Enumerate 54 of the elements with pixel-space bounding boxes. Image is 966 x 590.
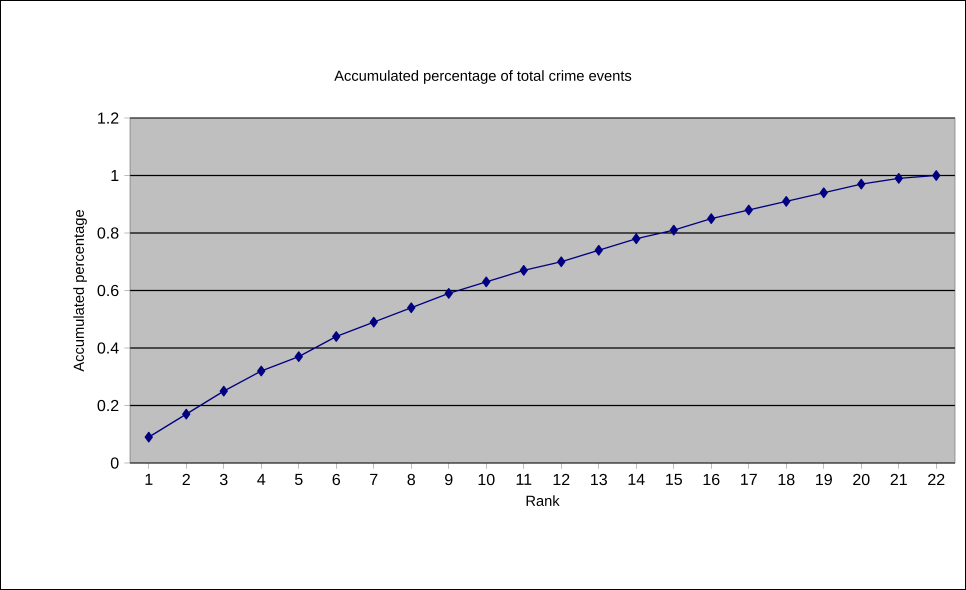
x-tick-label: 22 (928, 474, 944, 486)
x-tick-label: 4 (257, 474, 266, 485)
point (294, 351, 303, 362)
point (782, 196, 790, 207)
y-tick-label: 1.2 (98, 112, 118, 124)
x-tick-label: 21 (890, 474, 907, 486)
x-tick-label: 13 (591, 474, 607, 486)
point (670, 224, 678, 236)
point (220, 386, 228, 396)
x-tick-label: 3 (220, 474, 228, 486)
point (744, 204, 753, 216)
x-tick-label: 20 (853, 474, 870, 486)
point (182, 408, 190, 420)
x-tick-label: 16 (704, 474, 720, 486)
y-tick-label: 0.8 (98, 227, 118, 239)
y-tick-label: 1 (111, 170, 118, 181)
point (407, 302, 416, 314)
x-tick-label: 18 (778, 474, 794, 486)
point (707, 213, 716, 224)
y-tick-label: 0 (110, 457, 119, 469)
x-tick-label: 8 (408, 474, 416, 486)
point (332, 331, 340, 342)
point (520, 265, 528, 276)
x-tick-label: 12 (554, 474, 570, 486)
x-tick-label: 5 (294, 474, 303, 485)
y-axis-title: Accumulated percentage (73, 210, 87, 372)
point (820, 187, 828, 198)
point (370, 316, 378, 328)
point (557, 256, 566, 268)
x-tick-label: 15 (666, 474, 682, 485)
y-tick-label: 0.4 (98, 342, 119, 354)
x-tick-label: 1 (146, 474, 152, 485)
y-tick-label: 0.6 (98, 284, 118, 296)
point (894, 173, 903, 184)
x-tick-label: 19 (816, 474, 832, 486)
point (482, 276, 490, 288)
point (144, 432, 153, 442)
x-tick-label: 6 (332, 474, 340, 486)
x-tick-label: 10 (478, 474, 495, 486)
x-axis-title: Rank (526, 495, 560, 506)
x-tick-label: 17 (741, 474, 757, 485)
y-tick-label: 0.2 (98, 400, 118, 412)
chart-title: Accumulated percentage of total crime events (334, 70, 632, 84)
point (632, 233, 640, 244)
x-tick-label: 14 (628, 474, 645, 485)
x-tick-label: 7 (370, 474, 378, 485)
point (444, 288, 453, 299)
x-tick-label: 2 (182, 474, 190, 486)
x-tick-label: 11 (516, 474, 532, 485)
point (257, 366, 266, 376)
point (932, 170, 940, 181)
point (594, 244, 603, 256)
point (857, 178, 866, 190)
x-tick-label: 9 (445, 474, 452, 486)
